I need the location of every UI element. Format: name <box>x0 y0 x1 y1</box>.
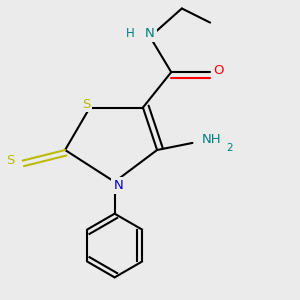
Text: O: O <box>214 64 224 77</box>
Text: H: H <box>126 27 135 40</box>
Text: S: S <box>82 98 91 110</box>
Text: S: S <box>6 154 14 167</box>
Text: NH: NH <box>202 133 222 146</box>
Text: N: N <box>145 27 155 40</box>
Text: N: N <box>113 179 123 192</box>
Text: 2: 2 <box>226 143 233 153</box>
